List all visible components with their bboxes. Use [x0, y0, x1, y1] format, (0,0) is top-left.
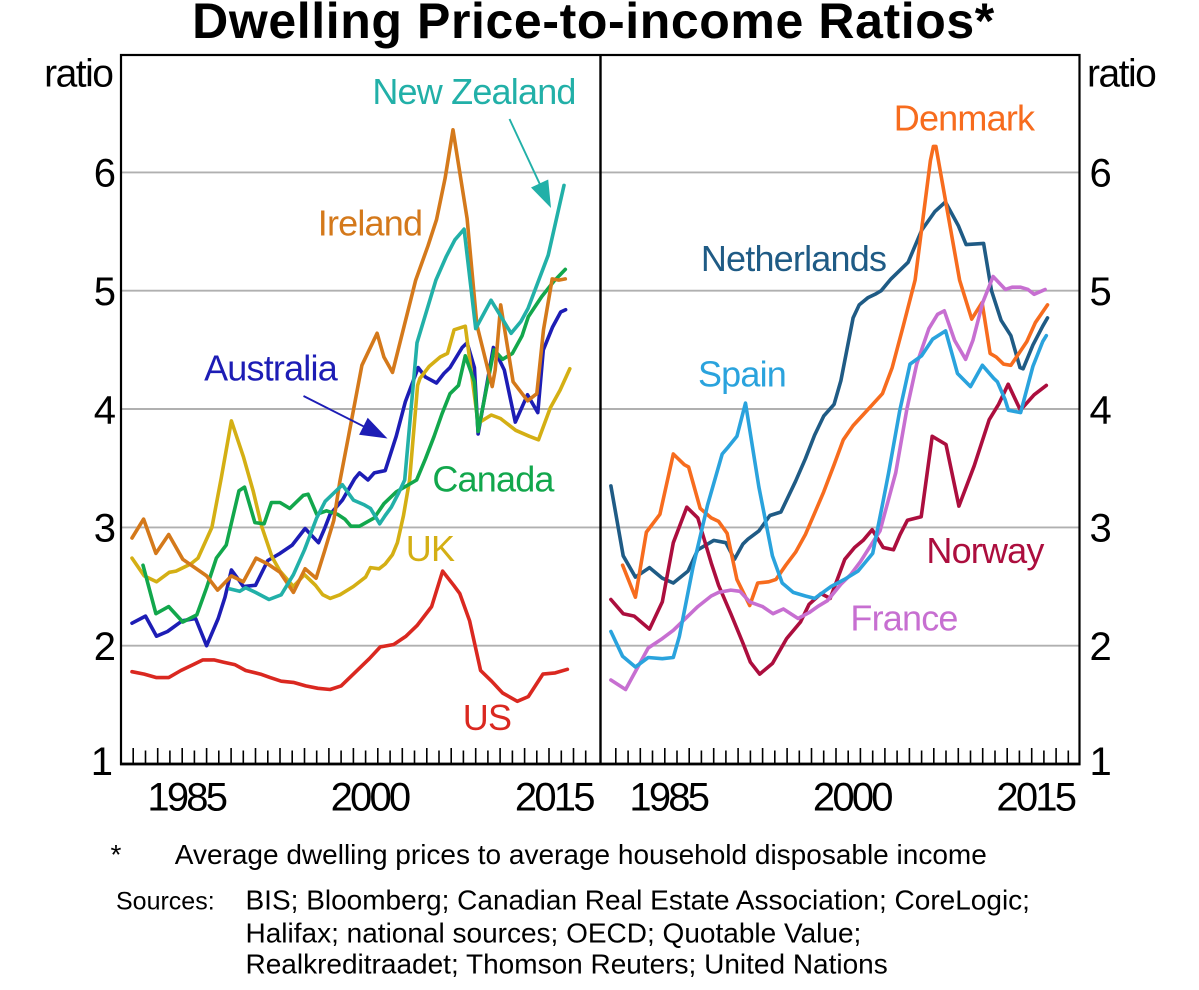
- svg-text:Norway: Norway: [926, 530, 1044, 571]
- svg-text:2: 2: [94, 625, 116, 669]
- svg-text:France: France: [850, 598, 957, 639]
- svg-text:UK: UK: [406, 528, 455, 569]
- svg-text:2000: 2000: [813, 776, 892, 820]
- svg-text:ratio: ratio: [1087, 53, 1156, 96]
- svg-text:New Zealand: New Zealand: [372, 71, 575, 112]
- svg-text:6: 6: [1090, 152, 1112, 196]
- svg-text:Halifax; national sources; OEC: Halifax; national sources; OECD; Quotabl…: [246, 918, 862, 949]
- svg-text:1: 1: [91, 740, 113, 784]
- svg-text:2015: 2015: [515, 776, 594, 820]
- svg-text:5: 5: [1090, 270, 1112, 314]
- svg-text:Ireland: Ireland: [318, 203, 422, 244]
- svg-text:BIS; Bloomberg; Canadian Real: BIS; Bloomberg; Canadian Real Estate Ass…: [246, 885, 1030, 916]
- svg-text:Netherlands: Netherlands: [701, 238, 886, 279]
- svg-text:1: 1: [1090, 740, 1112, 784]
- svg-text:Realkreditraadet; Thomson Reut: Realkreditraadet; Thomson Reuters; Unite…: [246, 949, 888, 980]
- svg-text:1985: 1985: [629, 776, 708, 820]
- svg-text:ratio: ratio: [44, 53, 113, 96]
- svg-text:2: 2: [1090, 625, 1112, 669]
- svg-text:US: US: [463, 697, 511, 738]
- svg-text:3: 3: [1090, 507, 1112, 551]
- svg-text:*: *: [111, 839, 122, 870]
- svg-text:6: 6: [94, 152, 116, 196]
- svg-text:Average dwelling prices to ave: Average dwelling prices to average house…: [175, 839, 987, 870]
- svg-text:2000: 2000: [331, 776, 410, 820]
- svg-text:1985: 1985: [147, 776, 226, 820]
- svg-text:5: 5: [94, 270, 116, 314]
- svg-text:4: 4: [94, 388, 116, 432]
- svg-text:3: 3: [94, 507, 116, 551]
- svg-text:4: 4: [1090, 388, 1112, 432]
- svg-text:Canada: Canada: [432, 459, 555, 500]
- svg-text:2015: 2015: [996, 776, 1075, 820]
- svg-text:Denmark: Denmark: [894, 98, 1036, 139]
- svg-text:Spain: Spain: [698, 354, 786, 395]
- svg-text:Australia: Australia: [204, 348, 339, 389]
- svg-text:Sources:: Sources:: [116, 888, 215, 916]
- svg-text:Dwelling Price-to-income Ratio: Dwelling Price-to-income Ratios*: [192, 0, 995, 49]
